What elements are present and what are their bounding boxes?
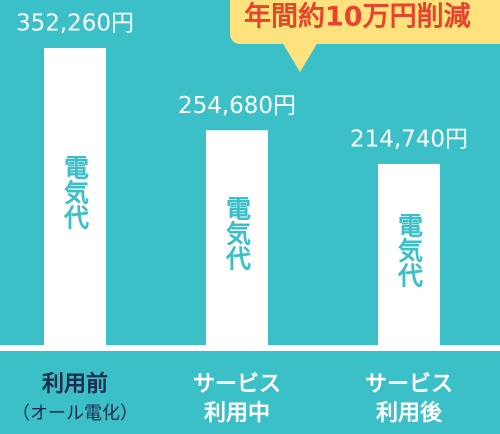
x-tick-label: 利用前	[42, 371, 108, 397]
callout: 年間約10万円削減	[230, 0, 500, 72]
x-tick-label: サービス	[193, 372, 281, 397]
x-tick-label: 利用後	[376, 400, 443, 426]
bar-text: 電気代	[61, 155, 91, 230]
bar-text: 電気代	[223, 196, 253, 271]
value-label: 352,260円	[16, 11, 134, 37]
bar	[44, 48, 106, 345]
callout-box	[230, 0, 500, 44]
baseline	[0, 345, 500, 351]
bar	[206, 130, 268, 345]
x-tick-label: サービス	[365, 372, 453, 397]
x-tick-label: （オール電化）	[12, 403, 138, 424]
callout-text: 年間約10万円削減	[244, 1, 471, 33]
value-label: 214,740円	[350, 126, 468, 152]
bar	[378, 163, 440, 345]
callout-tail	[282, 42, 318, 72]
bar-text: 電気代	[395, 212, 425, 287]
x-tick-label: 利用中	[204, 401, 270, 426]
value-label: 254,680円	[178, 93, 296, 119]
